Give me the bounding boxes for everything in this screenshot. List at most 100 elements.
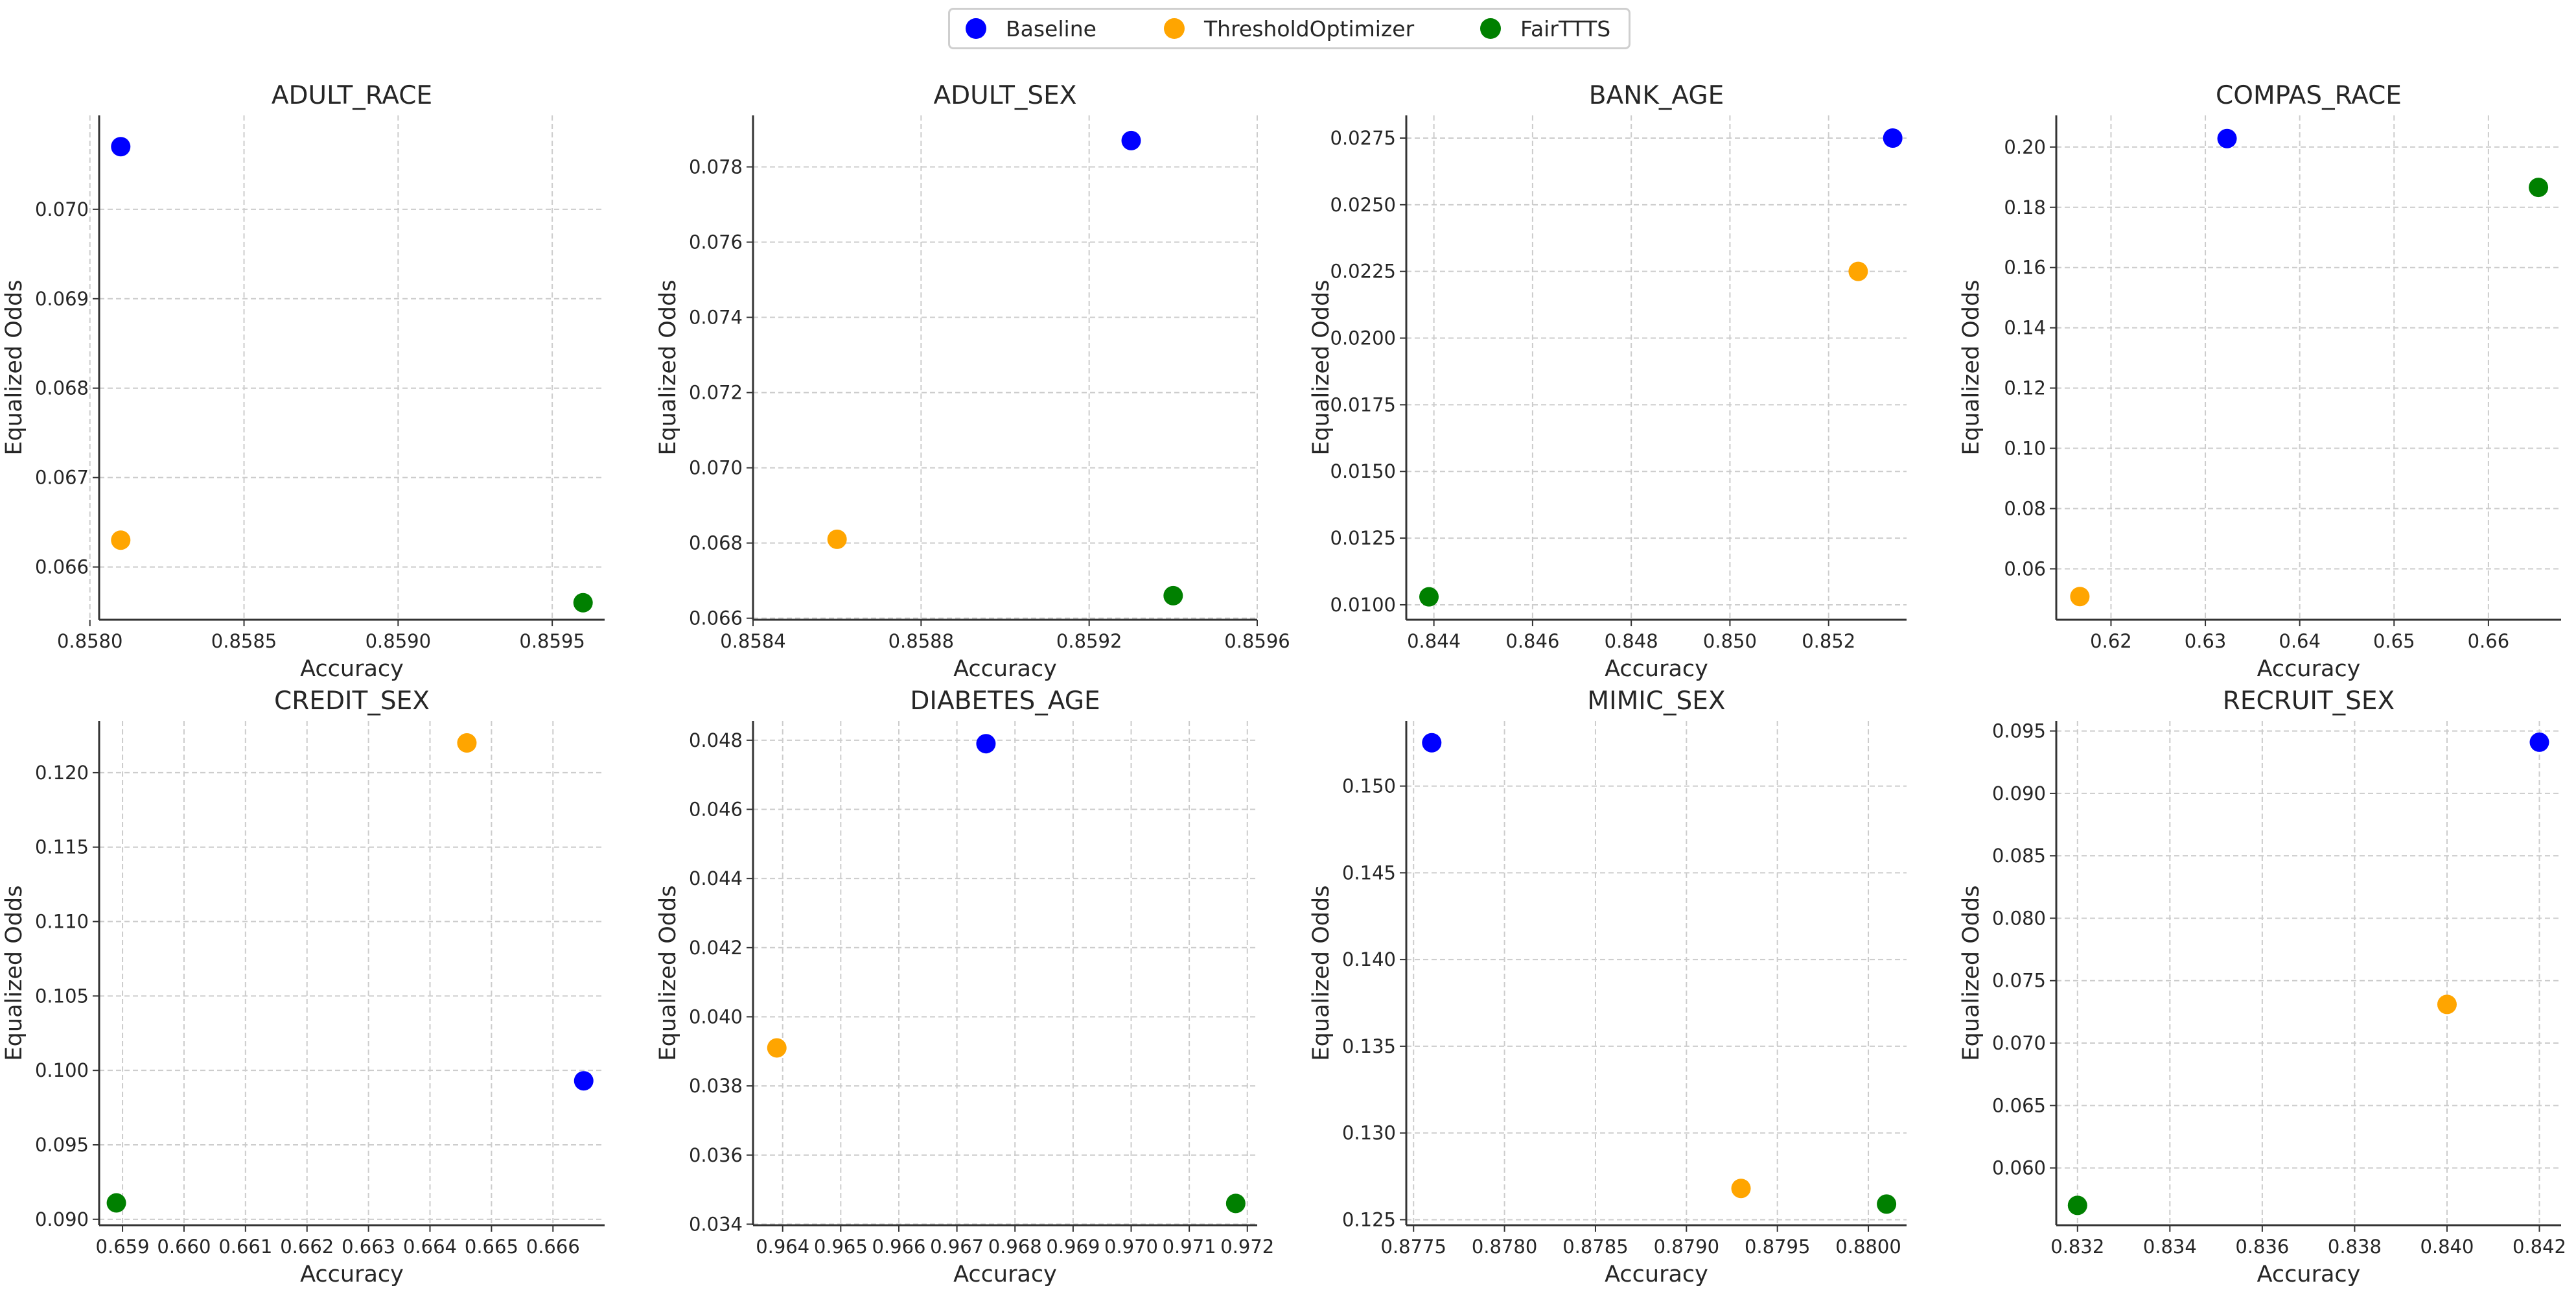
x-tick-label: 0.661	[218, 1236, 272, 1258]
y-tick-label: 0.0150	[1330, 460, 1396, 482]
x-axis-label: Accuracy	[300, 656, 404, 682]
data-point-baseline	[1422, 733, 1442, 753]
x-tick-label: 0.844	[1407, 630, 1461, 652]
data-point-thresholdoptimizer	[1848, 261, 1868, 281]
y-tick-label: 0.090	[35, 1208, 89, 1230]
x-axis-label: Accuracy	[2257, 1262, 2361, 1287]
chart-adult-race: 0.8580 0.8585 0.8590 0.8595 0.066 0.067 0.068 0…	[1, 81, 605, 682]
y-axis-label: Equalized Odds	[1308, 886, 1334, 1061]
x-tick-label: 0.838	[2328, 1236, 2382, 1258]
y-tick-label: 0.046	[689, 799, 743, 821]
legend-item-thresholdoptimizer: ThresholdOptimizer	[1164, 10, 1414, 47]
y-tick-label: 0.12	[2004, 377, 2046, 399]
y-tick-label: 0.125	[1342, 1208, 1396, 1230]
y-tick-label: 0.145	[1342, 862, 1396, 884]
data-point-thresholdoptimizer	[827, 529, 847, 549]
y-tick-label: 0.066	[35, 556, 89, 578]
data-point-thresholdoptimizer	[457, 733, 477, 753]
y-tick-label: 0.08	[2004, 498, 2046, 520]
data-point-fairttts	[2067, 1195, 2087, 1216]
data-point-baseline	[1883, 128, 1903, 148]
data-point-fairttts	[1163, 585, 1183, 605]
y-tick-label: 0.067	[35, 467, 89, 489]
y-tick-label: 0.115	[35, 836, 89, 858]
x-tick-label: 0.662	[280, 1236, 334, 1258]
y-tick-label: 0.040	[689, 1005, 743, 1028]
x-tick-label: 0.666	[526, 1236, 580, 1258]
y-tick-label: 0.080	[1992, 907, 2046, 929]
x-tick-label: 0.664	[403, 1236, 457, 1258]
y-axis-label: Equalized Odds	[1958, 280, 1984, 456]
x-tick-label: 0.966	[872, 1236, 925, 1258]
y-tick-label: 0.0250	[1330, 194, 1396, 216]
data-point-thresholdoptimizer	[1731, 1179, 1751, 1199]
y-tick-label: 0.06	[2004, 558, 2046, 580]
y-tick-label: 0.090	[1992, 782, 2046, 805]
data-point-thresholdoptimizer	[2070, 587, 2090, 607]
x-tick-label: 0.850	[1703, 630, 1757, 652]
y-tick-label: 0.042	[689, 937, 743, 959]
x-tick-label: 0.8584	[720, 630, 785, 652]
x-tick-label: 0.967	[930, 1236, 984, 1258]
x-tick-label: 0.63	[2185, 630, 2227, 652]
x-tick-label: 0.8795	[1745, 1236, 1810, 1258]
chart-adult-sex: 0.8584 0.8588 0.8592 0.8596 0.066 0.068 0.070 0…	[655, 81, 1290, 682]
legend-marker-fairttts	[1480, 18, 1501, 39]
x-tick-label: 0.832	[2050, 1236, 2104, 1258]
x-tick-label: 0.836	[2235, 1236, 2289, 1258]
x-tick-label: 0.848	[1605, 630, 1658, 652]
data-point-fairttts	[2529, 178, 2549, 198]
y-axis-label: Equalized Odds	[1, 280, 27, 456]
x-tick-label: 0.970	[1104, 1236, 1158, 1258]
x-tick-label: 0.8785	[1562, 1236, 1628, 1258]
y-tick-label: 0.034	[689, 1213, 743, 1235]
legend-marker-thresholdoptimizer	[1164, 18, 1185, 39]
data-point-thresholdoptimizer	[2437, 994, 2457, 1015]
y-tick-label: 0.120	[35, 762, 89, 784]
data-point-baseline	[111, 137, 131, 157]
y-tick-label: 0.036	[689, 1144, 743, 1166]
x-axis-label: Accuracy	[953, 1262, 1057, 1287]
y-tick-label: 0.044	[689, 867, 743, 889]
x-tick-label: 0.8588	[888, 630, 954, 652]
x-tick-label: 0.840	[2420, 1236, 2474, 1258]
y-tick-label: 0.20	[2004, 136, 2046, 158]
y-tick-label: 0.038	[689, 1075, 743, 1097]
y-tick-label: 0.070	[689, 457, 743, 479]
chart-credit-sex: 0.659 0.660 0.661 0.662 0.663 0.664 0.665 0.666…	[1, 687, 605, 1287]
data-point-fairttts	[1419, 587, 1439, 607]
y-tick-label: 0.074	[689, 307, 743, 329]
y-tick-label: 0.0225	[1330, 261, 1396, 283]
x-tick-label: 0.8585	[211, 630, 277, 652]
chart-title: DIABETES_AGE	[910, 687, 1100, 716]
chart-bank-age: 0.844 0.846 0.848 0.850 0.852 0.0100 0.0125 0.0…	[1308, 81, 1907, 682]
x-tick-label: 0.8800	[1835, 1236, 1901, 1258]
legend-label-baseline: Baseline	[1006, 16, 1097, 41]
chart-recruit-sex: 0.832 0.834 0.836 0.838 0.840 0.842 0.060 0.065…	[1958, 687, 2566, 1287]
x-tick-label: 0.852	[1802, 630, 1855, 652]
x-tick-label: 0.659	[96, 1236, 150, 1258]
y-tick-label: 0.078	[689, 156, 743, 178]
data-point-baseline	[976, 734, 996, 754]
y-axis-label: Equalized Odds	[1958, 886, 1984, 1061]
data-point-fairttts	[106, 1193, 126, 1213]
x-tick-label: 0.971	[1163, 1236, 1216, 1258]
y-tick-label: 0.066	[689, 607, 743, 629]
y-tick-label: 0.085	[1992, 845, 2046, 867]
y-tick-label: 0.16	[2004, 257, 2046, 279]
y-axis-label: Equalized Odds	[655, 280, 681, 456]
y-tick-label: 0.18	[2004, 196, 2046, 218]
y-tick-label: 0.140	[1342, 948, 1396, 970]
x-tick-label: 0.8580	[57, 630, 122, 652]
chart-title: ADULT_RACE	[272, 81, 432, 110]
x-tick-label: 0.64	[2279, 630, 2321, 652]
chart-title: ADULT_SEX	[933, 81, 1076, 110]
y-axis-label: Equalized Odds	[1308, 280, 1334, 456]
x-tick-label: 0.968	[988, 1236, 1042, 1258]
data-point-baseline	[574, 1071, 594, 1091]
x-tick-label: 0.8775	[1380, 1236, 1446, 1258]
y-tick-label: 0.068	[689, 532, 743, 554]
y-tick-label: 0.070	[35, 198, 89, 220]
x-tick-label: 0.8780	[1472, 1236, 1537, 1258]
